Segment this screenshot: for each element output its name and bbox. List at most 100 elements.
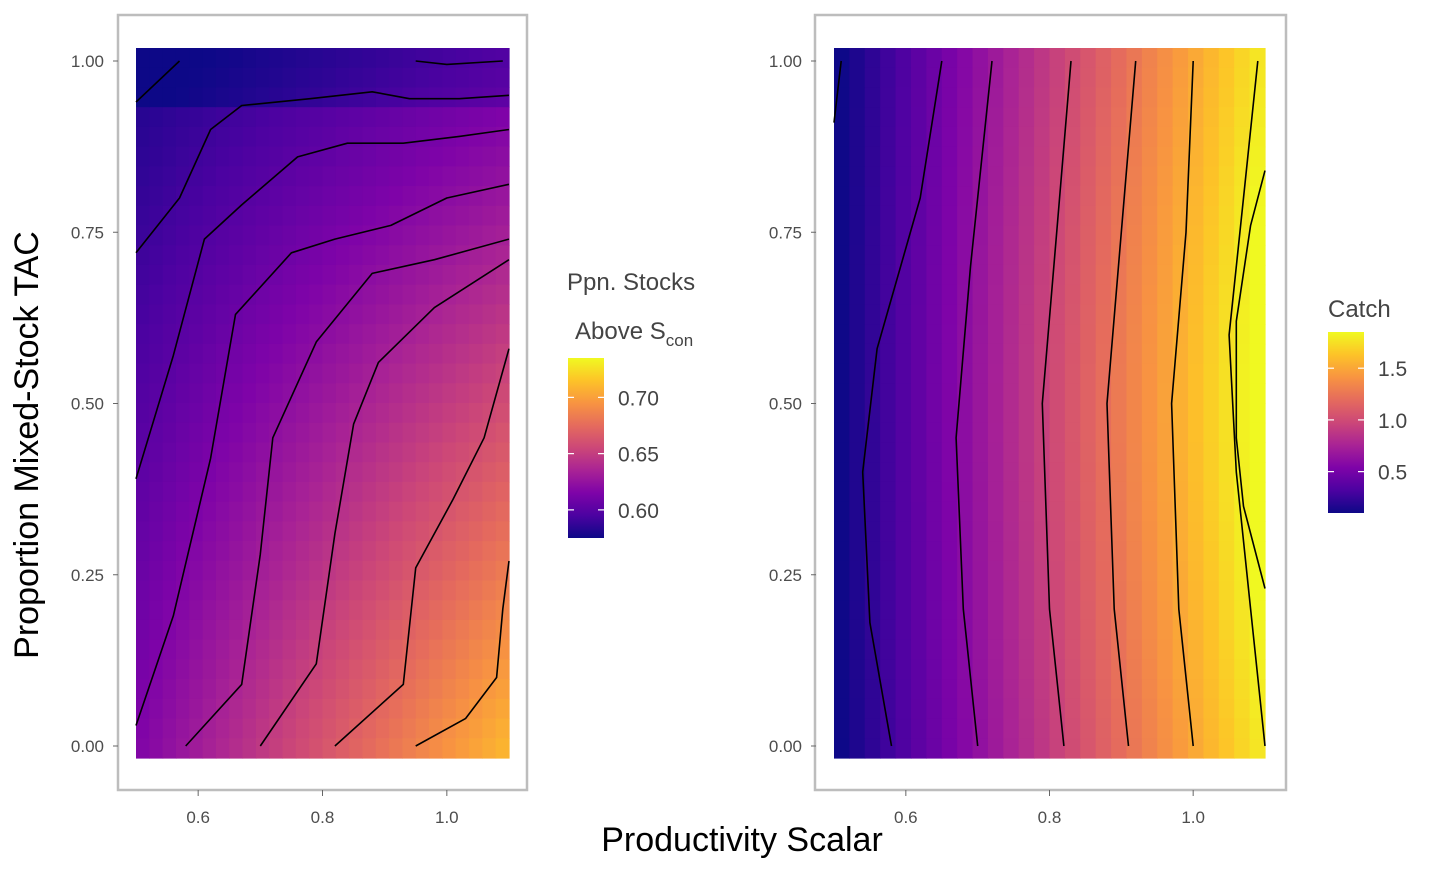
heatmap-cell xyxy=(1249,245,1266,266)
heatmap-cell xyxy=(309,304,324,325)
heatmap-cell xyxy=(402,403,417,424)
heatmap-cell xyxy=(229,284,244,305)
heatmap-cell xyxy=(229,698,244,720)
heatmap-cell xyxy=(282,698,297,720)
heatmap-cell xyxy=(149,442,164,463)
heatmap-cell xyxy=(880,619,897,641)
heatmap-cell xyxy=(202,245,217,266)
heatmap-cell xyxy=(269,225,284,246)
heatmap-cell xyxy=(1203,48,1220,69)
heatmap-cell xyxy=(1095,521,1112,542)
heatmap-cell xyxy=(442,186,457,207)
heatmap-cell xyxy=(1018,107,1035,128)
heatmap-cell xyxy=(1095,679,1112,700)
heatmap-cell xyxy=(229,442,244,463)
heatmap-cell xyxy=(1141,284,1158,305)
heatmap-cell xyxy=(849,403,866,424)
heatmap-cell xyxy=(1003,126,1020,148)
heatmap-cell xyxy=(215,718,230,739)
heatmap-cell xyxy=(335,107,350,128)
heatmap-cell xyxy=(282,659,297,680)
heatmap-cell xyxy=(1249,284,1266,305)
heatmap-cell xyxy=(1080,245,1097,266)
heatmap-cell xyxy=(242,126,257,148)
heatmap-cell xyxy=(269,600,284,621)
heatmap-cell xyxy=(282,48,297,69)
heatmap-cell xyxy=(415,600,430,621)
heatmap-cell xyxy=(322,619,337,641)
heatmap-cell xyxy=(402,521,417,542)
heatmap-cell xyxy=(895,718,912,739)
heatmap-cell xyxy=(987,186,1004,207)
heatmap-cell xyxy=(229,541,244,562)
contour-line xyxy=(259,259,510,747)
heatmap-cell xyxy=(910,324,927,345)
heatmap-cell xyxy=(162,225,177,246)
heatmap-cell xyxy=(972,619,989,641)
heatmap-cell xyxy=(834,422,850,444)
heatmap-cell xyxy=(987,462,1004,483)
heatmap-cell xyxy=(1218,166,1235,187)
heatmap-cell xyxy=(1218,698,1235,720)
heatmap-cell xyxy=(255,462,270,483)
heatmap-cell xyxy=(295,67,310,89)
heatmap-cell xyxy=(1018,481,1035,503)
heatmap-cell xyxy=(987,560,1004,582)
heatmap-cell xyxy=(1080,600,1097,621)
heatmap-cell xyxy=(1003,48,1020,69)
heatmap-cell xyxy=(469,738,483,759)
heatmap-cell xyxy=(189,619,204,641)
heatmap-cell xyxy=(1218,501,1235,522)
heatmap-cell xyxy=(834,600,850,621)
heatmap-cell xyxy=(1003,698,1020,720)
heatmap-cell xyxy=(162,639,177,660)
heatmap-cell xyxy=(1080,442,1097,463)
heatmap-cell xyxy=(136,166,150,187)
heatmap-cell xyxy=(941,521,958,542)
heatmap-cell xyxy=(926,225,943,246)
heatmap-cell xyxy=(910,403,927,424)
heatmap-cell xyxy=(255,304,270,325)
heatmap-cell xyxy=(926,619,943,641)
heatmap-cell xyxy=(910,146,927,167)
heatmap-cell xyxy=(972,107,989,128)
heatmap-cell xyxy=(1018,363,1035,384)
heatmap-cell xyxy=(957,146,974,167)
heatmap-cell xyxy=(242,225,257,246)
heatmap-cell xyxy=(149,738,164,759)
heatmap-cell xyxy=(136,146,150,167)
left-panel: 0.000.250.500.751.00 0.6 0.8 1.0 xyxy=(71,13,529,827)
heatmap-cell xyxy=(1157,343,1174,365)
heatmap-cell xyxy=(864,403,881,424)
heatmap-cell xyxy=(375,166,390,187)
heatmap-cell xyxy=(375,126,390,148)
heatmap-cell xyxy=(1095,560,1112,582)
heatmap-cell xyxy=(215,600,230,621)
heatmap-cell xyxy=(309,245,324,266)
heatmap-cell xyxy=(1049,541,1066,562)
heatmap-cell xyxy=(429,541,443,562)
heatmap-cell xyxy=(136,639,150,660)
heatmap-cell xyxy=(987,107,1004,128)
heatmap-cell xyxy=(941,324,958,345)
heatmap-cell xyxy=(402,481,417,503)
heatmap-cell xyxy=(1188,501,1205,522)
heatmap-cell xyxy=(215,698,230,720)
heatmap-cell xyxy=(175,146,190,167)
y-tick-label: 0.50 xyxy=(769,395,802,414)
heatmap-cell xyxy=(482,679,497,700)
heatmap-cell xyxy=(1218,442,1235,463)
heatmap-cell xyxy=(255,205,270,227)
heatmap-cell xyxy=(910,639,927,660)
heatmap-cell xyxy=(1095,481,1112,503)
heatmap-cell xyxy=(375,363,390,384)
heatmap-cell xyxy=(1172,205,1189,227)
heatmap-cell xyxy=(834,521,850,542)
heatmap-cell xyxy=(375,324,390,345)
heatmap-cell xyxy=(1080,659,1097,680)
heatmap-cell xyxy=(1141,126,1158,148)
heatmap-cell xyxy=(429,659,443,680)
heatmap-cell xyxy=(415,639,430,660)
heatmap-cell xyxy=(1064,264,1081,286)
heatmap-cell xyxy=(1234,639,1251,660)
